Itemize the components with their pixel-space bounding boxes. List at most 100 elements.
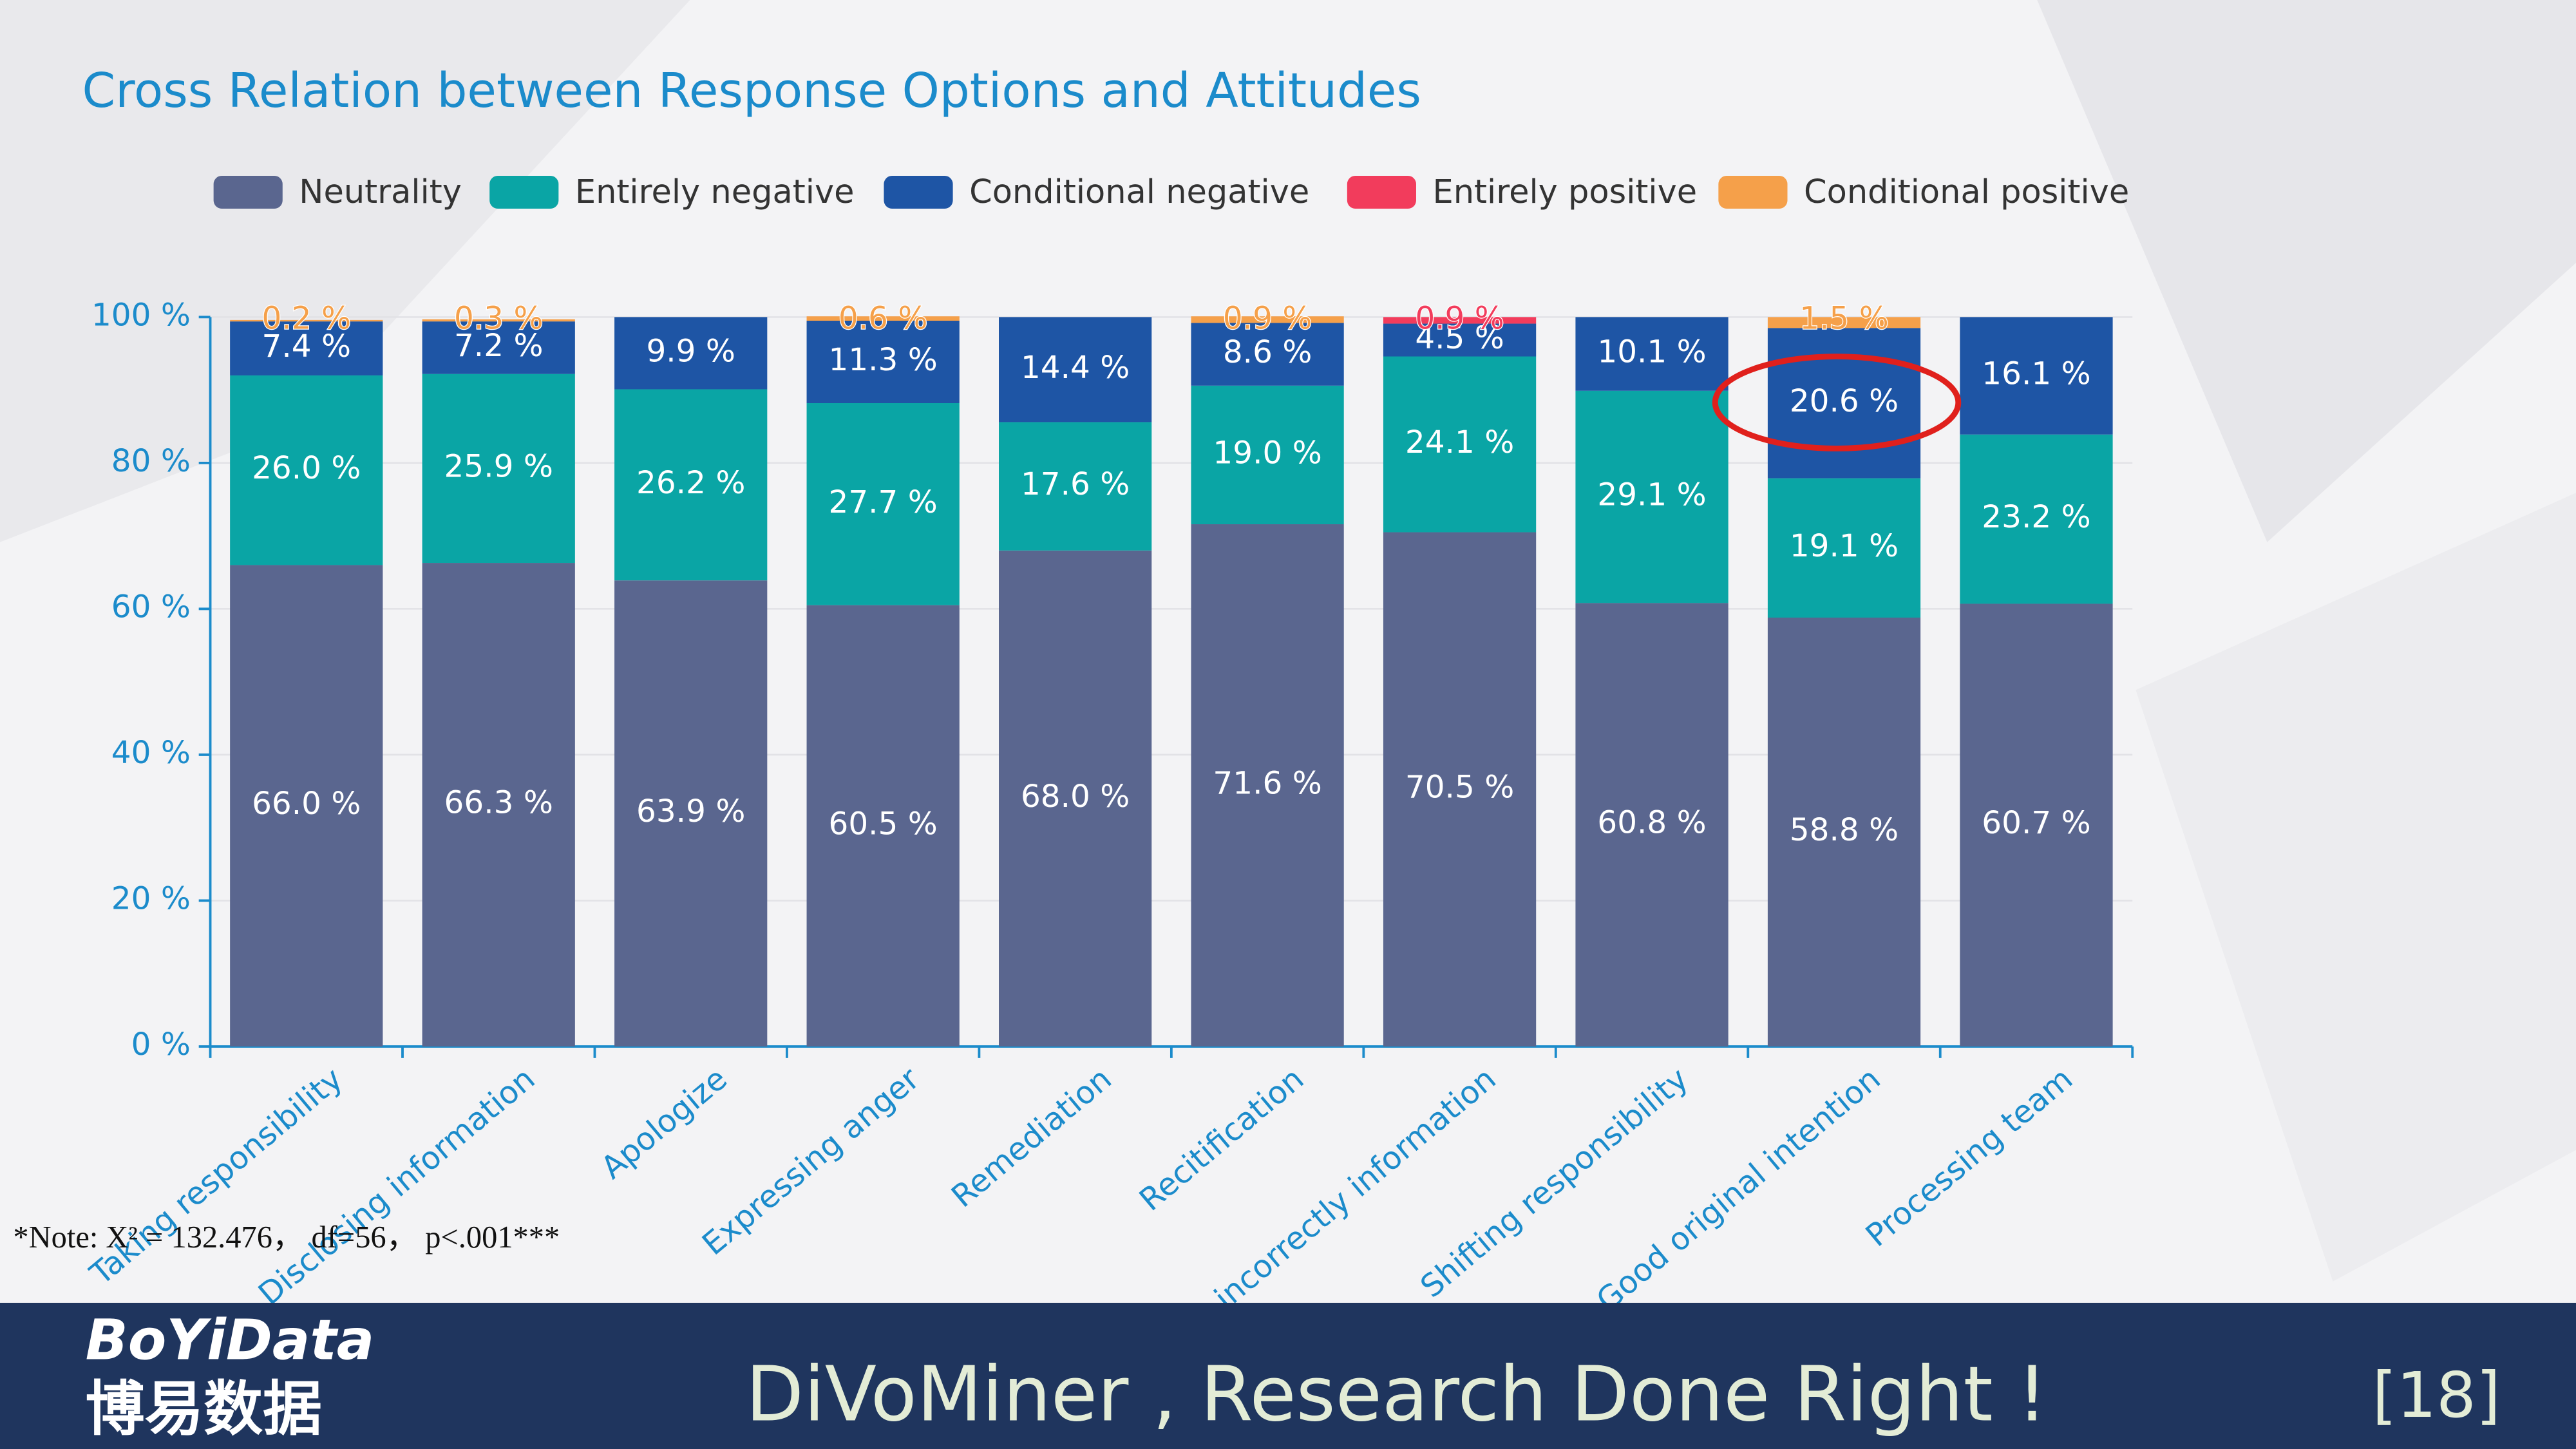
footer-logo: BoYiData (86, 1308, 375, 1373)
data-label: 23.2 % (1982, 499, 2090, 535)
bar-segment (1191, 323, 1344, 386)
bar-segment (422, 319, 575, 322)
bar-segment (1575, 390, 1728, 603)
data-label: 0.2 % (262, 300, 352, 336)
bar-segment (1767, 317, 1921, 328)
data-label: 66.3 % (444, 785, 553, 821)
bar-segment (1383, 323, 1537, 357)
bar-segment (614, 389, 768, 581)
page-number: [18] (2372, 1359, 2501, 1432)
y-tick-label: 40 % (111, 735, 191, 771)
y-tick-label: 0 % (131, 1027, 191, 1063)
y-tick-label: 80 % (111, 443, 191, 479)
data-label: 26.2 % (636, 465, 745, 501)
bar-segment (422, 374, 575, 564)
data-label: 26.0 % (252, 450, 361, 486)
legend-label: Conditional negative (969, 173, 1309, 211)
note: *Note: X² = 132.476， df=56， p<.001*** (13, 1220, 560, 1255)
bar-segment (230, 321, 383, 375)
legend-swatch (213, 175, 283, 209)
data-label: 70.5 % (1405, 770, 1514, 806)
bar-segment (999, 422, 1152, 551)
data-label: 17.6 % (1021, 466, 1130, 502)
bar-segment (1575, 603, 1728, 1046)
bar-segment (1960, 317, 2113, 435)
bar-segment (1191, 385, 1344, 525)
bar-segment (999, 550, 1152, 1046)
bg-shape (2136, 493, 2576, 1282)
data-label: 0.3 % (454, 300, 544, 336)
legend-label: Neutrality (299, 173, 462, 211)
legend-label: Entirely positive (1432, 173, 1697, 211)
data-label: 60.7 % (1982, 805, 2090, 841)
bar-segment (422, 321, 575, 374)
legend-swatch (1347, 175, 1416, 209)
data-label: 7.2 % (454, 328, 544, 364)
data-label: 19.0 % (1213, 435, 1321, 471)
bar-segment (1767, 478, 1921, 618)
bar-segment (614, 317, 768, 390)
bar-segment (806, 403, 960, 605)
data-label: 20.6 % (1790, 383, 1899, 419)
y-tick-label: 60 % (111, 589, 191, 625)
bg-shape (2037, 0, 2576, 542)
data-label: 0.9 % (1223, 300, 1312, 336)
data-label: 63.9 % (636, 793, 745, 829)
data-label: 9.9 % (646, 333, 735, 369)
data-label: 24.1 % (1405, 424, 1514, 460)
bar-segment (1383, 317, 1537, 324)
data-label: 19.1 % (1790, 528, 1899, 564)
y-tick-label: 20 % (111, 880, 191, 916)
legend-label: Conditional positive (1804, 173, 2129, 211)
data-label: 1.5 % (1799, 300, 1889, 336)
footer-band (0, 1302, 2576, 1449)
data-label: 29.1 % (1597, 477, 1706, 513)
bar-segment (614, 580, 768, 1046)
data-label: 60.8 % (1597, 805, 1706, 841)
data-label: 11.3 % (829, 342, 938, 378)
data-label: 58.8 % (1790, 812, 1899, 848)
data-label: 0.9 % (1415, 300, 1504, 336)
bar-segment (230, 375, 383, 565)
legend-label: Entirely negative (575, 173, 855, 211)
highlight-circle (1712, 354, 1962, 451)
bar-segment (1960, 434, 2113, 604)
legend-swatch (489, 175, 559, 209)
bar-segment (422, 563, 575, 1046)
data-label: 25.9 % (444, 448, 553, 484)
bar-segment (1960, 603, 2113, 1046)
data-label: 71.6 % (1213, 766, 1321, 802)
bar-segment (230, 319, 383, 322)
footer-slogan: DiVoMiner , Research Done Right ! (746, 1350, 2047, 1439)
data-label: 10.1 % (1597, 334, 1706, 370)
bar-segment (806, 316, 960, 321)
bar-segment (999, 317, 1152, 422)
data-label: 60.5 % (829, 806, 938, 842)
bar-segment (1191, 524, 1344, 1046)
footer-logo-cn: 博易数据 (86, 1374, 322, 1443)
legend-swatch (884, 175, 953, 209)
data-label: 14.4 % (1021, 350, 1130, 386)
bar-segment (1575, 317, 1728, 391)
data-label: 4.5 % (1415, 320, 1504, 356)
bar-segment (1191, 316, 1344, 323)
bar-segment (1383, 532, 1537, 1046)
bar-segment (230, 565, 383, 1046)
chart-title: Cross Relation between Response Options … (82, 63, 1421, 118)
data-label: 68.0 % (1021, 779, 1130, 815)
bar-segment (1383, 356, 1537, 533)
data-label: 27.7 % (829, 484, 938, 520)
bar-segment (806, 605, 960, 1046)
bg-shape (0, 0, 690, 542)
bar-segment (1767, 618, 1921, 1046)
data-label: 16.1 % (1982, 356, 2090, 392)
y-tick-label: 100 % (91, 297, 191, 333)
legend-swatch (1718, 175, 1788, 209)
data-label: 0.6 % (838, 300, 928, 336)
bar-segment (1767, 328, 1921, 478)
data-label: 7.4 % (262, 328, 352, 365)
data-label: 66.0 % (252, 786, 361, 822)
bar-segment (806, 321, 960, 403)
